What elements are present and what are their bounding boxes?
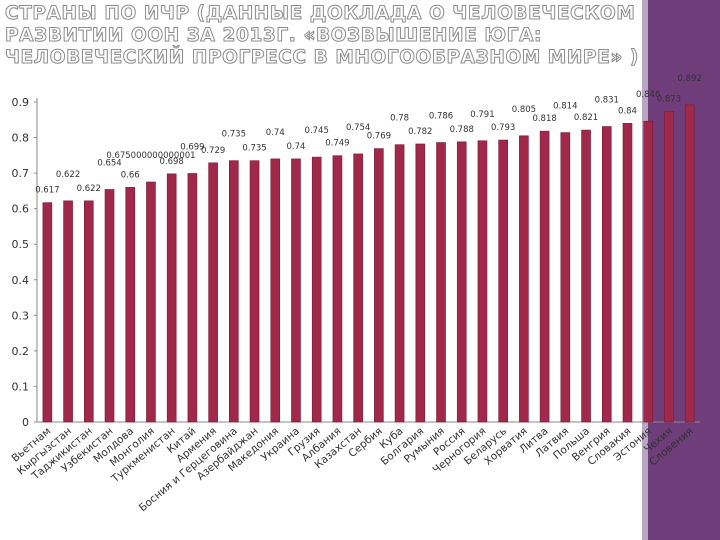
data-label: 0.74 <box>287 142 306 152</box>
data-label: 0.814 <box>553 102 577 112</box>
data-label: 0.622 <box>77 184 101 194</box>
bar <box>104 189 115 423</box>
bar <box>125 187 136 423</box>
bar <box>664 111 674 423</box>
bar <box>477 140 488 423</box>
data-label: 0.654 <box>97 158 121 168</box>
bar <box>374 148 384 423</box>
data-label: 0.873 <box>657 95 681 105</box>
data-label: 0.729 <box>201 146 225 156</box>
data-label: 0.622 <box>56 170 80 180</box>
bar <box>166 173 177 423</box>
data-label: 0.66 <box>121 170 140 180</box>
y-tick-label: 0.7 <box>12 167 30 180</box>
data-label: 0.675000000000001 <box>106 151 195 161</box>
data-label: 0.892 <box>677 74 701 84</box>
data-label: 0.735 <box>242 144 266 154</box>
bar <box>498 139 508 423</box>
bar <box>436 142 446 423</box>
page-title: СТРАНЫ ПО ИЧР (ДАННЫЕ ДОКЛАДА О ЧЕЛОВЕЧЕ… <box>5 3 639 69</box>
bar <box>311 156 322 423</box>
bar <box>83 200 94 423</box>
y-tick-label: 0.3 <box>12 309 30 322</box>
data-label: 0.617 <box>35 186 59 196</box>
data-label: 0.805 <box>512 105 536 115</box>
data-label: 0.754 <box>346 123 370 133</box>
bar <box>146 181 156 423</box>
y-tick-label: 0.1 <box>12 380 30 393</box>
bar <box>332 155 343 423</box>
bar <box>249 160 260 423</box>
bar <box>601 126 612 423</box>
bar <box>208 162 218 423</box>
data-label: 0.818 <box>532 114 556 124</box>
bar <box>415 143 426 423</box>
bar <box>643 120 654 423</box>
data-label: 0.791 <box>470 110 494 120</box>
data-label: 0.699 <box>180 142 204 152</box>
decorative-side-band <box>648 0 720 540</box>
data-label: 0.821 <box>574 113 598 123</box>
bar <box>539 130 550 423</box>
data-label: 0.831 <box>595 96 619 106</box>
bar <box>353 153 363 423</box>
data-label: 0.749 <box>325 139 349 149</box>
y-tick-label: 0 <box>22 416 29 429</box>
data-label: 0.769 <box>367 132 391 142</box>
bar <box>291 158 301 423</box>
data-label: 0.745 <box>305 126 329 136</box>
y-tick-label: 0.5 <box>12 238 30 251</box>
data-label: 0.735 <box>222 130 246 140</box>
y-tick-label: 0.8 <box>12 132 30 145</box>
y-tick-label: 0.2 <box>12 345 30 358</box>
data-label: 0.78 <box>390 114 409 124</box>
bar <box>519 135 529 423</box>
bar <box>622 123 633 423</box>
y-tick-label: 0.6 <box>12 203 30 216</box>
data-label: 0.793 <box>491 123 515 133</box>
data-label: 0.74 <box>266 128 285 138</box>
bar <box>394 144 405 423</box>
bar <box>229 160 239 423</box>
data-label: 0.698 <box>160 157 184 167</box>
bar <box>187 173 198 423</box>
y-tick-label: 0.9 <box>12 96 30 109</box>
y-tick-label: 0.4 <box>12 274 30 287</box>
data-label: 0.782 <box>408 127 432 137</box>
bar <box>42 202 53 423</box>
bar <box>456 141 467 423</box>
data-label: 0.788 <box>450 125 474 135</box>
data-label: 0.846 <box>636 90 660 100</box>
bar <box>560 132 571 423</box>
bar <box>63 200 73 423</box>
data-label: 0.84 <box>618 106 637 116</box>
bar <box>684 104 695 423</box>
bar <box>270 158 281 423</box>
bar <box>581 129 591 423</box>
data-label: 0.786 <box>429 112 453 122</box>
